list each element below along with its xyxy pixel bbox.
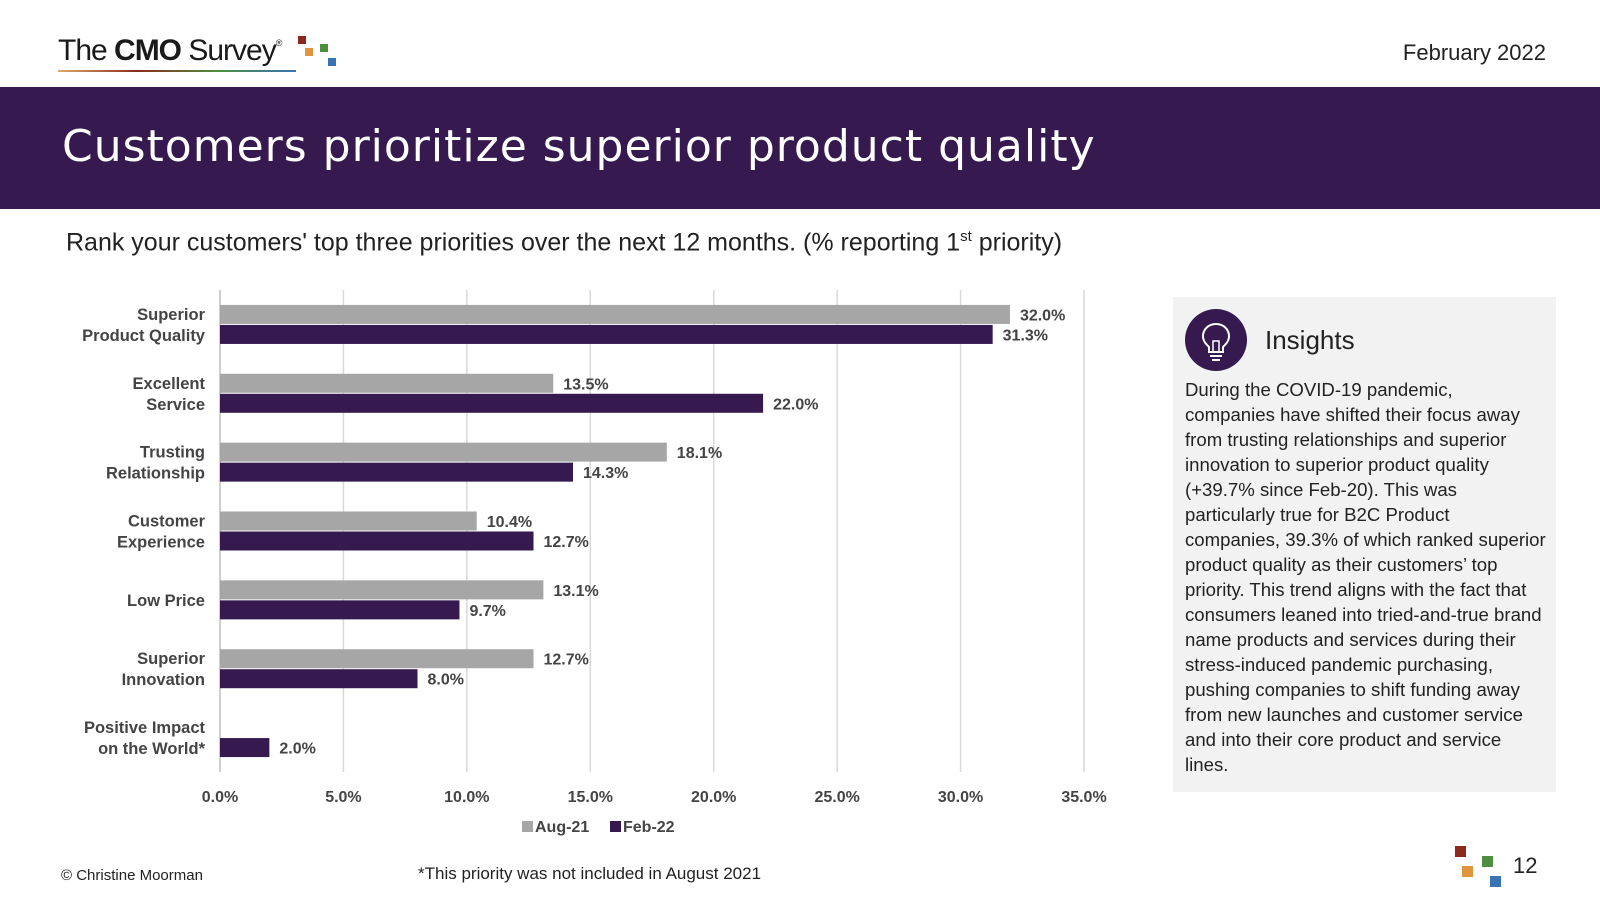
data-label: 14.3% — [583, 465, 628, 482]
logo-square-red — [298, 36, 306, 44]
bar-aug-21 — [220, 304, 1010, 324]
category-label: Excellent — [133, 375, 206, 393]
data-label: 2.0% — [279, 741, 315, 758]
data-label: 22.0% — [773, 396, 818, 413]
category-label: Product Quality — [82, 327, 206, 345]
category-label: Experience — [117, 534, 205, 552]
data-label: 12.7% — [544, 652, 589, 669]
data-label: 9.7% — [469, 603, 505, 620]
legend-swatch — [610, 821, 621, 832]
priorities-bar-chart: 0.0% 5.0% 10.0% 15.0% 20.0% 25.0% 30.0% 35.0% Su… — [82, 290, 1107, 836]
bar-feb-22 — [220, 462, 574, 482]
logo-square-green — [320, 44, 328, 52]
x-tick-label: 35.0% — [1061, 789, 1106, 806]
category-label: Customer — [128, 513, 206, 531]
footer-square-orange — [1462, 866, 1473, 877]
x-tick-label: 5.0% — [325, 789, 361, 806]
logo-square-blue — [328, 58, 336, 66]
page-number: 12 — [1513, 853, 1538, 878]
x-tick-label: 10.0% — [444, 789, 489, 806]
insights-panel: Insights During the COVID-19 pandemic, c… — [1173, 297, 1556, 792]
cmo-survey-logo: The CMO Survey® — [58, 30, 358, 74]
bar-aug-21 — [220, 649, 534, 669]
category-label: Relationship — [106, 465, 205, 483]
category-label: Service — [146, 396, 205, 414]
insights-body: During the COVID-19 pandemic, companies … — [1185, 379, 1546, 775]
bar-feb-22 — [220, 324, 993, 344]
data-label: 12.7% — [544, 534, 589, 551]
survey-question: Rank your customers' top three prioritie… — [66, 228, 1063, 257]
legend-label: Aug-21 — [535, 819, 589, 836]
logo-wordmark: The CMO Survey® — [58, 34, 282, 67]
footnote: *This priority was not included in Augus… — [418, 864, 762, 883]
logo-square-orange — [305, 48, 313, 56]
legend-swatch — [522, 821, 533, 832]
data-label: 10.4% — [487, 514, 532, 531]
x-tick-label: 25.0% — [814, 789, 859, 806]
footer-square-green — [1482, 856, 1493, 867]
lightbulb-icon — [1185, 309, 1247, 371]
data-label: 13.5% — [563, 376, 608, 393]
bar-feb-22 — [220, 738, 270, 758]
bar-feb-22 — [220, 600, 460, 620]
bar-aug-21 — [220, 511, 477, 531]
insights-title: Insights — [1265, 325, 1355, 355]
category-label: Innovation — [122, 671, 205, 689]
x-tick-label: 30.0% — [938, 789, 983, 806]
bar-feb-22 — [220, 531, 534, 551]
report-date: February 2022 — [1402, 40, 1546, 65]
category-label: on the World* — [98, 740, 206, 758]
copyright: © Christine Moorman — [61, 867, 203, 884]
data-label: 8.0% — [427, 672, 463, 689]
footer-square-red — [1455, 846, 1466, 857]
category-label: Low Price — [127, 592, 205, 610]
footer-square-blue — [1490, 876, 1501, 887]
bar-feb-22 — [220, 669, 418, 689]
data-label: 18.1% — [677, 445, 722, 462]
x-tick-label: 20.0% — [691, 789, 736, 806]
x-tick-label: 0.0% — [202, 789, 238, 806]
category-label: Superior — [137, 306, 205, 324]
category-label: Superior — [137, 650, 205, 668]
data-label: 31.3% — [1003, 327, 1048, 344]
title-banner: Customers prioritize superior product qu… — [0, 87, 1600, 209]
page-title: Customers prioritize superior product qu… — [62, 121, 1096, 172]
category-label: Positive Impact — [84, 719, 206, 737]
bar-aug-21 — [220, 442, 667, 462]
legend-label: Feb-22 — [623, 819, 675, 836]
x-tick-label: 15.0% — [568, 789, 613, 806]
bar-aug-21 — [220, 373, 554, 393]
bar-aug-21 — [220, 580, 544, 600]
logo-underline — [58, 70, 296, 72]
data-label: 13.1% — [553, 583, 598, 600]
category-label: Trusting — [140, 444, 205, 462]
data-label: 32.0% — [1020, 307, 1065, 324]
bar-feb-22 — [220, 393, 764, 413]
